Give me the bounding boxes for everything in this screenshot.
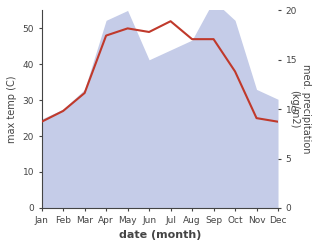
Y-axis label: max temp (C): max temp (C): [7, 75, 17, 143]
X-axis label: date (month): date (month): [119, 230, 201, 240]
Y-axis label: med. precipitation
(kg/m2): med. precipitation (kg/m2): [289, 64, 311, 154]
